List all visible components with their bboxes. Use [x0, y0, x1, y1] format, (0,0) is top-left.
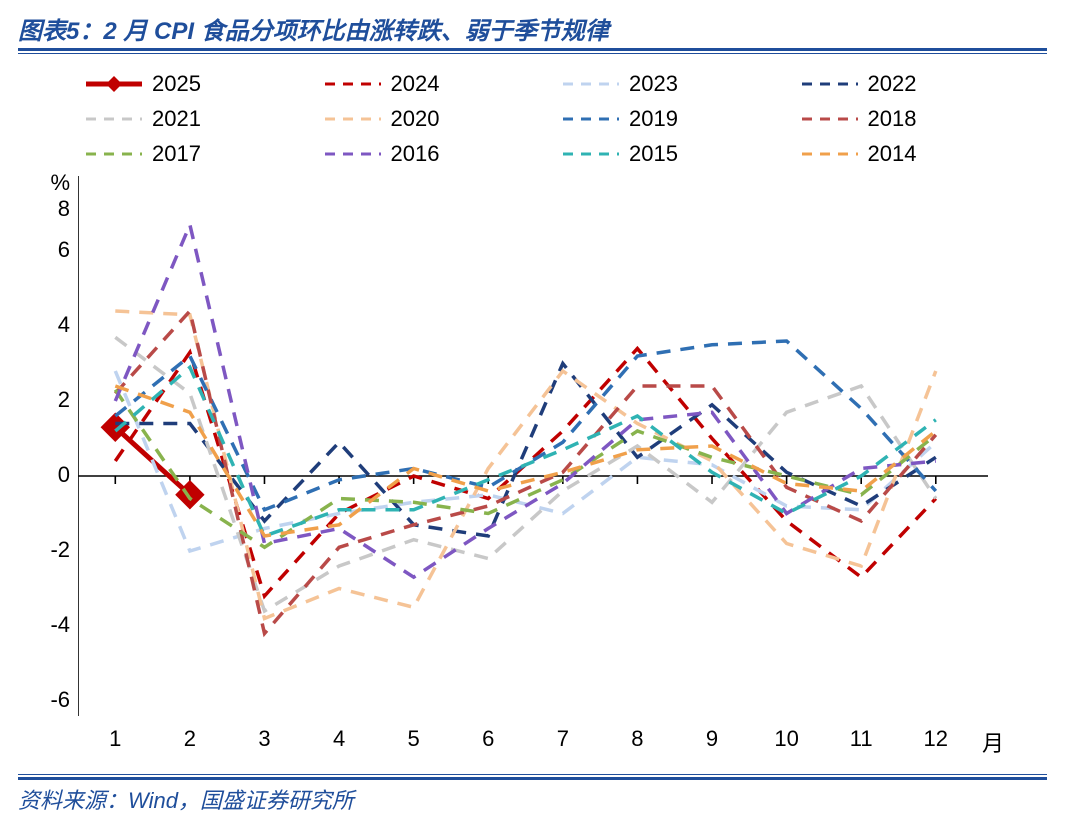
y-tick-label: -4 — [28, 612, 70, 638]
chart-title: 图表5：2 月 CPI 食品分项环比由涨转跌、弱于季节规律 — [18, 11, 609, 46]
y-tick-label: -6 — [28, 687, 70, 713]
series-2023 — [115, 371, 936, 551]
y-tick-label: -2 — [28, 537, 70, 563]
x-tick-label: 11 — [841, 726, 881, 752]
series-2024 — [115, 349, 936, 597]
series-2016 — [115, 225, 936, 577]
y-tick-label: 4 — [28, 312, 70, 338]
top-thin-rule — [18, 53, 1047, 54]
x-tick-label: 10 — [767, 726, 807, 752]
y-tick-label: 6 — [28, 237, 70, 263]
series-2021 — [115, 337, 936, 611]
x-tick-label: 2 — [170, 726, 210, 752]
x-tick-label: 8 — [617, 726, 657, 752]
x-tick-label: 5 — [394, 726, 434, 752]
y-tick-label: 0 — [28, 462, 70, 488]
bottom-thin-rule — [18, 774, 1047, 775]
series-2017 — [115, 390, 936, 548]
x-axis-label: 月 — [982, 726, 1004, 758]
bottom-thick-rule — [18, 777, 1047, 780]
x-tick-label: 4 — [319, 726, 359, 752]
x-tick-label: 6 — [468, 726, 508, 752]
chart-svg — [78, 66, 1038, 756]
x-tick-label: 7 — [543, 726, 583, 752]
top-thick-rule — [18, 48, 1047, 51]
x-tick-label: 12 — [916, 726, 956, 752]
plot-area: 2025202420232022202120202019201820172016… — [78, 66, 1038, 756]
x-tick-label: 3 — [244, 726, 284, 752]
x-tick-label: 1 — [95, 726, 135, 752]
series-2018 — [115, 311, 936, 634]
chart-source: 资料来源：Wind，国盛证券研究所 — [18, 783, 354, 815]
y-tick-label: 2 — [28, 387, 70, 413]
x-tick-label: 9 — [692, 726, 732, 752]
y-axis-unit-label: % — [28, 170, 70, 196]
y-axis-top-tick-label: 8 — [28, 196, 70, 222]
